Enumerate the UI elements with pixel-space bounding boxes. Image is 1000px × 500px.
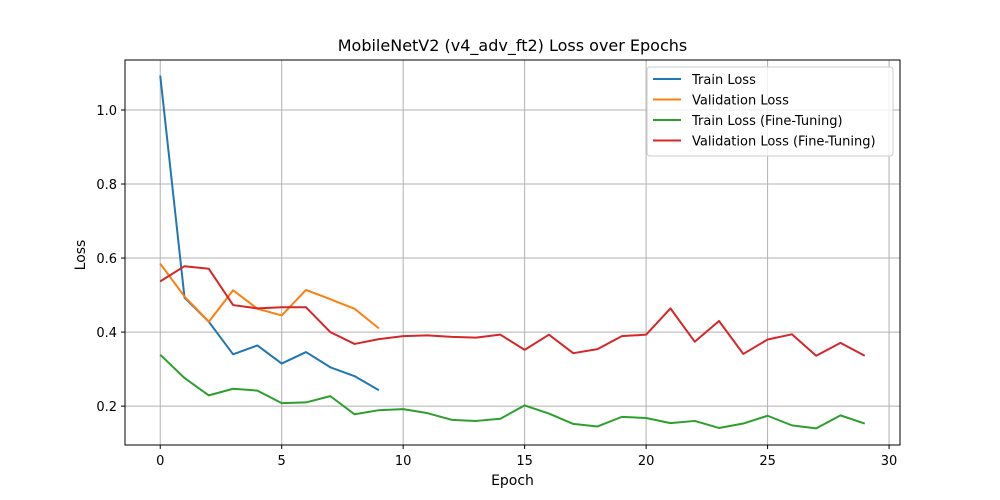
y-tick-label: 1.0 (96, 104, 117, 119)
legend-label: Train Loss (691, 73, 756, 88)
series-line-1 (159, 263, 380, 330)
chart-title: MobileNetV2 (v4_adv_ft2) Loss over Epoch… (338, 36, 688, 56)
series-line-3 (159, 265, 866, 357)
legend: Train Loss Validation Loss Train Loss (Fin… (646, 66, 894, 157)
x-tick-label: 25 (759, 454, 776, 469)
legend-label: Validation Loss (692, 94, 789, 109)
x-tick-label: 30 (881, 454, 898, 469)
plot-frame (124, 59, 901, 446)
legend-label: Train Loss (Fine-Tuning) (691, 114, 843, 129)
y-tick-label: 0.2 (96, 400, 117, 415)
x-tick-label: 0 (156, 454, 164, 469)
legend-box (646, 66, 894, 157)
x-axis-label: Epoch (491, 473, 534, 489)
x-tick-label: 5 (278, 454, 286, 469)
series-lines (159, 75, 866, 430)
x-tick-label: 20 (638, 454, 655, 469)
legend-label: Validation Loss (Fine-Tuning) (692, 135, 876, 150)
y-tick-label: 0.4 (96, 326, 117, 341)
axis-ticks: 0 5 10 15 20 25 30 0.2 0.4 0.6 0.8 1.0 (96, 104, 897, 469)
x-tick-label: 15 (516, 454, 533, 469)
x-tick-label: 10 (395, 454, 412, 469)
y-tick-label: 0.6 (96, 252, 117, 267)
series-line-2 (159, 353, 866, 430)
y-axis-label: Loss (73, 240, 89, 271)
y-tick-label: 0.8 (96, 178, 117, 193)
grid (125, 60, 900, 445)
